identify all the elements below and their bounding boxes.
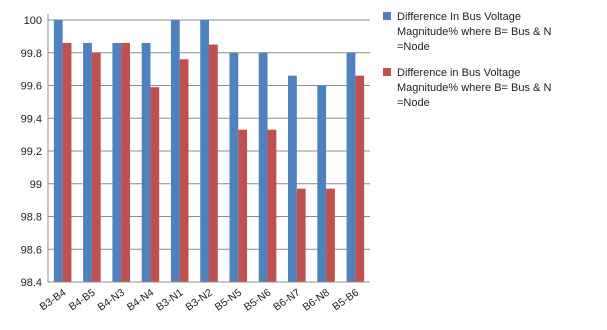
y-tick-label: 98.4: [21, 277, 42, 289]
legend-label: Difference in Bus Voltage: [397, 67, 520, 79]
legend-label: =Node: [397, 41, 430, 53]
bar-series-2: [326, 188, 335, 282]
x-tick-label: B4-B5: [67, 287, 98, 314]
bar-series-1: [141, 42, 151, 282]
bar-series-1: [170, 20, 180, 282]
x-tick-label: B4-N3: [96, 287, 127, 314]
x-tick-label: B5-B6: [330, 287, 361, 314]
bar-series-2: [355, 75, 365, 282]
y-tick-label: 99.8: [21, 48, 42, 60]
bar-series-2: [150, 87, 160, 282]
y-tick-label: 99: [30, 179, 42, 191]
legend-label: Difference In Bus Voltage: [397, 11, 521, 23]
legend-label: Magnitude% where B= Bus & N: [397, 82, 551, 94]
bar-series-2: [209, 44, 218, 282]
y-tick-label: 99.2: [21, 146, 42, 158]
x-tick-label: B4-N4: [125, 287, 156, 314]
x-tick-label: B3-N1: [154, 287, 185, 314]
bar-series-2: [62, 42, 72, 282]
x-tick-labels: B3-B4B4-B5B4-N3B4-N4B3-N1B3-N2B5-N5B5-N6…: [38, 287, 362, 314]
bar-series-2: [91, 52, 101, 282]
y-tick-labels: 100 99.8 99.6 99.4 99.2 99 98.8 98.6 98.4: [21, 15, 42, 289]
bar-series-1: [53, 20, 63, 282]
y-tick-label: 100: [24, 15, 42, 27]
y-tick-label: 98.8: [21, 212, 42, 224]
y-tick-label: 98.6: [21, 244, 42, 256]
legend-label: =Node: [397, 97, 430, 109]
x-tick-label: B6-N8: [301, 287, 332, 314]
bar-series-1: [346, 52, 356, 282]
bar-series-1: [112, 42, 122, 282]
x-tick-label: B5-N6: [242, 287, 273, 314]
legend-entry: Difference in Bus Voltage Magnitude% wher…: [383, 67, 551, 109]
legend-label: Magnitude% where B= Bus & N: [397, 26, 551, 38]
bar-series-1: [258, 52, 268, 282]
bar-series-1: [317, 85, 327, 282]
bar-series-1: [83, 42, 92, 282]
x-tick-label: B3-N2: [183, 287, 214, 314]
bar-series-1: [288, 75, 297, 282]
x-tick-label: B5-N5: [213, 287, 244, 314]
x-tick-label: B6-N7: [271, 287, 302, 314]
y-tick-label: 99.4: [21, 113, 42, 125]
legend: Difference In Bus Voltage Magnitude% wher…: [383, 11, 551, 109]
bar-series-2: [179, 59, 189, 282]
x-tick-label: B3-B4: [38, 287, 69, 314]
bars: [53, 20, 365, 282]
bar-series-1: [229, 52, 239, 282]
legend-entry: Difference In Bus Voltage Magnitude% wher…: [383, 11, 551, 53]
bar-series-2: [238, 129, 248, 282]
legend-swatch: [383, 12, 391, 20]
axes: [47, 14, 370, 283]
bar-series-2: [267, 129, 277, 282]
y-tick-label: 99.6: [21, 81, 42, 93]
legend-swatch: [383, 68, 391, 76]
bar-series-1: [200, 20, 209, 282]
bar-series-2: [121, 42, 130, 282]
bar-series-2: [296, 188, 306, 282]
